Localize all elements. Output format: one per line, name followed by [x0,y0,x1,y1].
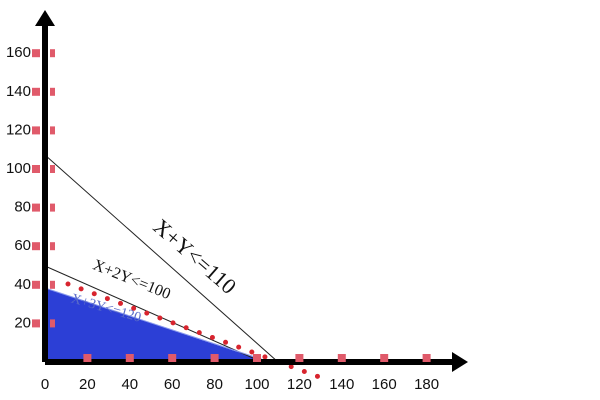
tick-marker [50,203,55,212]
x-tick-label: 60 [164,376,181,393]
tick-marker [32,203,40,212]
y-tick-label: 60 [14,237,31,254]
tick-marker [32,126,40,135]
y-tick-label: 120 [6,121,31,138]
constraint-line [44,287,271,363]
tick-marker [50,87,55,96]
tick-marker [50,280,55,289]
y-tick-label: 80 [14,199,31,216]
x-arrow [452,352,468,372]
tick-marker [337,354,346,362]
x-tick-label: 80 [206,376,223,393]
x-tick-label: 180 [414,376,439,393]
y-arrow [35,10,55,26]
y-tick-label: 100 [6,160,31,177]
tick-marker [32,49,40,58]
tick-marker [32,319,40,328]
y-tick-label: 40 [14,276,31,293]
x-tick-label: 20 [79,376,96,393]
tick-marker [50,242,55,251]
x-tick-label: 140 [329,376,354,393]
tick-marker [50,319,55,328]
y-tick-label: 20 [14,314,31,331]
tick-marker [32,242,40,251]
tick-marker [32,165,40,173]
tick-marker [168,354,177,362]
tick-marker [50,126,55,135]
tick-marker [210,354,219,362]
constraint-line [44,265,263,363]
tick-marker [32,87,40,96]
constraint-label: X+2Y<=100 [90,257,173,304]
tick-marker [380,354,389,362]
y-tick-label: 160 [6,44,31,61]
x-tick-label: 40 [121,376,138,393]
y-tick-label: 140 [6,83,31,100]
x-tick-label: 120 [287,376,312,393]
tick-marker [253,354,261,362]
x-tick-label: 100 [244,376,269,393]
tick-marker [83,354,92,362]
x-tick-label: 160 [372,376,397,393]
tick-marker [50,49,55,58]
tick-marker [50,165,55,173]
tick-marker [295,354,304,362]
tick-marker [32,280,40,289]
x-tick-label: 0 [41,376,49,393]
tick-marker [125,354,134,362]
tick-marker [422,354,431,362]
constraint-line [44,154,279,363]
